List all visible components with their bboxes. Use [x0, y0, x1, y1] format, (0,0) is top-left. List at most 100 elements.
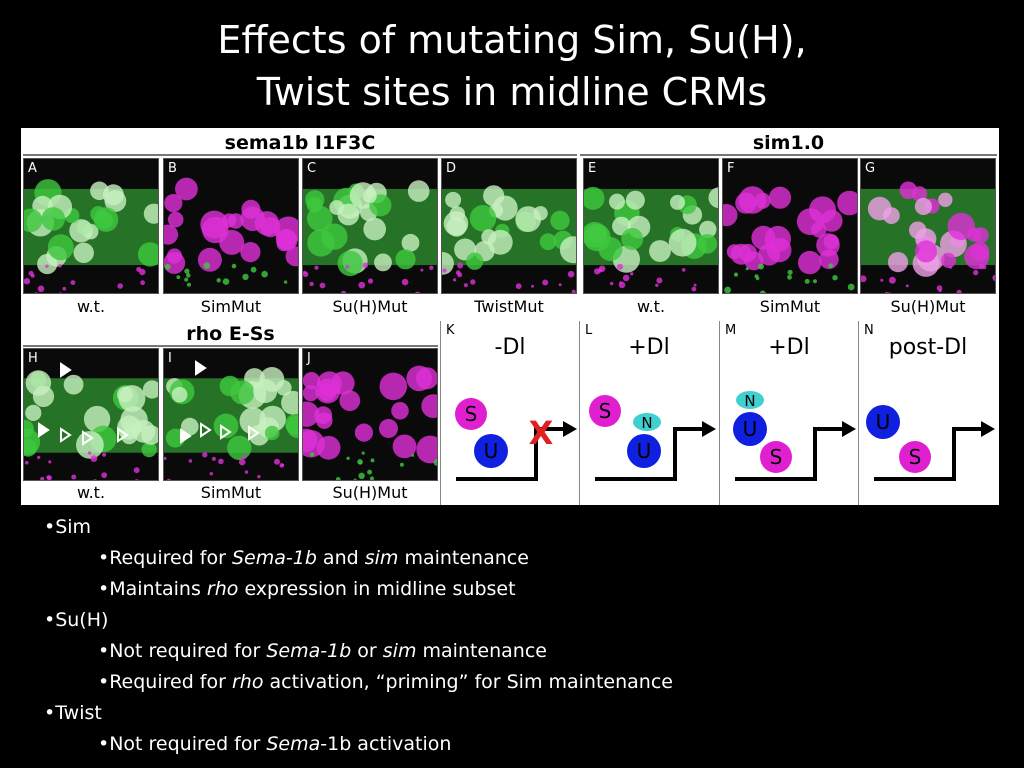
arrowhead-open [248, 425, 260, 441]
title-line-2: Twist sites in midline CRMs [256, 70, 768, 114]
panel-letter: I [168, 351, 172, 366]
diagram-letter: M [725, 323, 737, 338]
arrowhead-open [82, 430, 94, 446]
panel-caption: Su(H)Mut [302, 295, 438, 319]
bullet-text: maintenance [416, 640, 547, 662]
micrograph-image [24, 349, 158, 480]
model-diagram-m: M +Dl S U N [719, 321, 858, 505]
bullet-text: or [351, 640, 383, 662]
micrograph-image [584, 159, 718, 293]
micrograph-image [442, 159, 576, 293]
suh-label: U [483, 439, 499, 463]
bullet-item: •Sim [44, 512, 1004, 543]
sim-label: S [598, 399, 612, 423]
sim-circle [899, 441, 931, 473]
bullet-text: expression in midline subset [238, 578, 516, 600]
panel-letter: E [588, 161, 597, 176]
suh-circle [474, 434, 508, 468]
notch-label: N [641, 414, 653, 432]
panel-letter: J [307, 351, 311, 366]
arrowhead-filled [60, 362, 72, 378]
arrowhead-filled [180, 428, 192, 444]
micrograph-panel-h: H [23, 348, 159, 481]
diagram-letter: K [446, 323, 455, 338]
promoter-arrowhead [702, 421, 716, 437]
bullet-text: •Required for [98, 547, 232, 569]
repression-x: X [528, 414, 554, 452]
micrograph-panel-e: E [583, 158, 719, 294]
suh-label: U [742, 417, 758, 441]
panel-caption: Su(H)Mut [302, 481, 438, 505]
slide-title: Effects of mutating Sim, Su(H), Twist si… [0, 14, 1024, 118]
arrowhead-open [60, 427, 72, 443]
micrograph-panel-a: A [23, 158, 159, 294]
promoter-line [874, 427, 987, 481]
panel-caption: SimMut [163, 481, 299, 505]
diagram-label: +Dl [768, 335, 810, 360]
micrograph-panel-i: I [163, 348, 299, 481]
bullet-text: rho [231, 671, 264, 693]
bullet-text: •Not required for [98, 733, 267, 755]
panel-caption: Su(H)Mut [860, 295, 996, 319]
micrograph-panel-f: F [722, 158, 858, 294]
title-line-1: Effects of mutating Sim, Su(H), [217, 18, 807, 62]
sim-circle [455, 398, 487, 430]
panel-caption: SimMut [722, 295, 858, 319]
notch-label: N [744, 392, 756, 410]
panel-caption: TwistMut [441, 295, 577, 319]
bullet-list: •Sim •Required for Sema-1b and sim mainte… [44, 512, 1004, 760]
arrowhead-overlay [38, 360, 260, 446]
bullet-text: Sema [266, 733, 321, 755]
promoter-arrowhead [981, 421, 995, 437]
panel-letter: G [865, 161, 876, 176]
promoter-arrowhead [842, 421, 856, 437]
model-diagram-k: K -Dl S U X [440, 321, 579, 505]
model-diagram-l: L +Dl S U N [579, 321, 718, 505]
bullet-text: •Not required for [98, 640, 267, 662]
diagram-label: post-Dl [888, 335, 968, 360]
micrograph-panel-c: C [302, 158, 438, 294]
sim-circle [760, 441, 792, 473]
sim-label: S [769, 445, 783, 469]
regulatory-diagram [866, 405, 995, 481]
micrograph-image [723, 159, 857, 293]
micrograph-image [164, 349, 298, 480]
sub-bullet-item: •Not required for Sema-1b activation [44, 729, 1004, 760]
bullet-text: sim [364, 547, 399, 569]
suh-label: U [875, 410, 891, 434]
regulatory-diagram [589, 395, 716, 481]
panel-letter: D [446, 161, 457, 176]
micrograph-image [164, 159, 298, 293]
header-rho: rho E-Ss [23, 321, 438, 347]
bullet-text: -1b activation [320, 733, 452, 755]
micrograph-image [24, 159, 158, 293]
diagram-label: +Dl [628, 335, 670, 360]
micrograph-panel-d: D [441, 158, 577, 294]
regulatory-diagram [733, 391, 856, 481]
panel-caption: w.t. [23, 295, 159, 319]
sim-circle [589, 395, 621, 427]
sub-bullet-item: •Required for rho activation, “priming” … [44, 667, 1004, 698]
micrograph-image [861, 159, 995, 293]
bullet-text: •Maintains [98, 578, 207, 600]
diagram-letter: N [864, 323, 874, 338]
bullet-item: •Twist [44, 698, 1004, 729]
micrograph-panel-g: G [860, 158, 996, 294]
bullet-text: activation, “priming” for Sim maintenanc… [263, 671, 673, 693]
promoter-line [456, 427, 569, 481]
micrograph-panel-j: J [302, 348, 438, 481]
sub-bullet-item: •Maintains rho expression in midline sub… [44, 574, 1004, 605]
sub-bullet-item: •Required for Sema-1b and sim maintenanc… [44, 543, 1004, 574]
arrowhead-filled [195, 360, 207, 376]
suh-circle [627, 434, 661, 468]
regulatory-diagram [455, 398, 577, 481]
panel-letter: H [28, 351, 38, 366]
bullet-text: and [316, 547, 365, 569]
panel-letter: B [168, 161, 177, 176]
panel-caption: w.t. [23, 481, 159, 505]
suh-circle [733, 412, 767, 446]
micrograph-image [303, 159, 437, 293]
arrowhead-filled [38, 422, 50, 438]
header-sim: sim1.0 [580, 130, 997, 156]
panel-caption: w.t. [583, 295, 719, 319]
